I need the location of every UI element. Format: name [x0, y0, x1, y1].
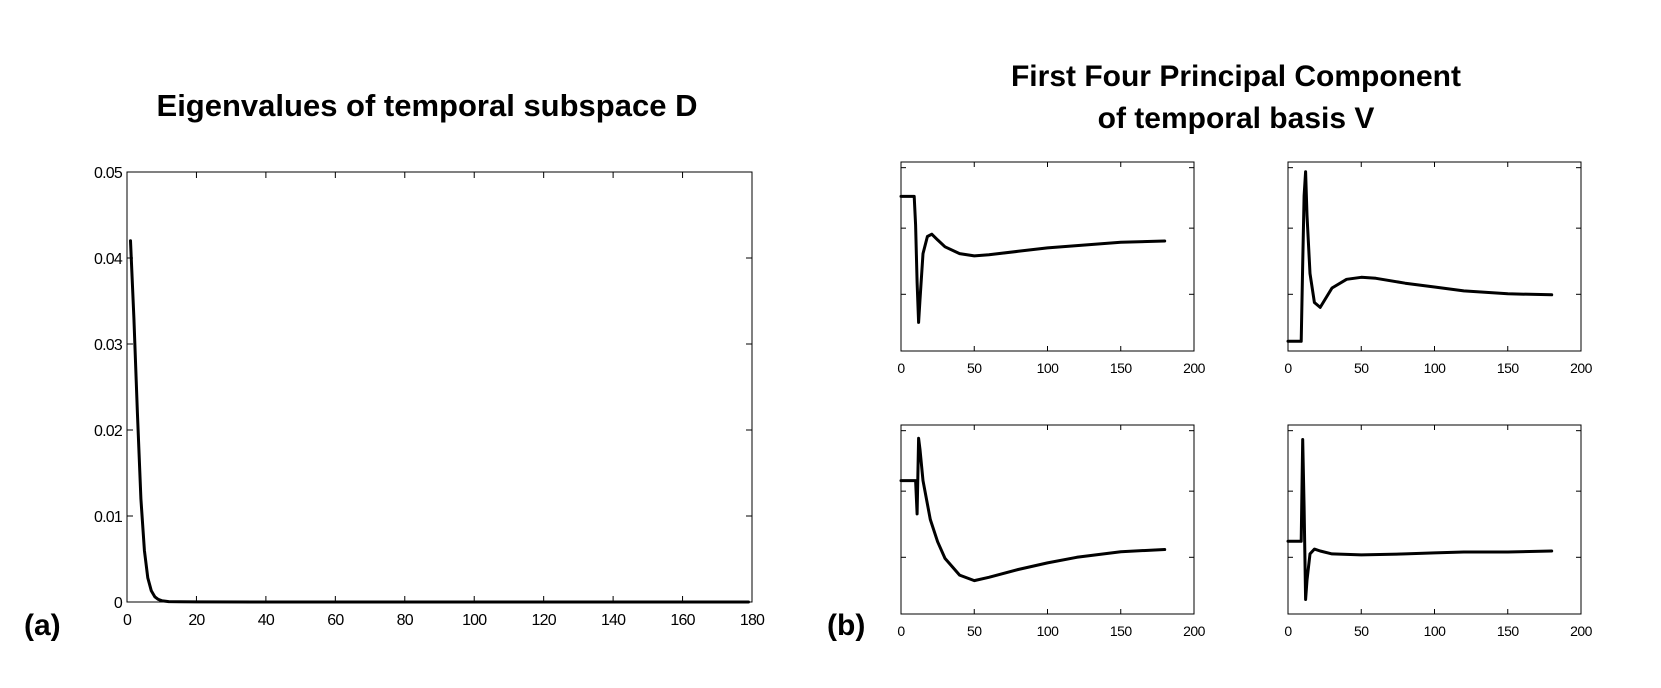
chart-b: First Four Principal Component of tempor… — [827, 60, 1593, 642]
y-tick-label: 0.02 — [94, 423, 123, 440]
x-tick-label: 40 — [258, 612, 275, 629]
x-tick-label: 200 — [1183, 623, 1206, 639]
series-line — [899, 436, 1167, 583]
series-line — [1286, 438, 1554, 601]
x-tick-label: 100 — [1424, 623, 1447, 639]
x-tick-label: 50 — [967, 360, 982, 376]
x-tick-label: 120 — [532, 612, 557, 629]
x-tick-label: 150 — [1110, 623, 1133, 639]
subplot-axes — [900, 424, 1195, 615]
x-tick-label: 100 — [1037, 360, 1060, 376]
x-tick-label: 200 — [1570, 360, 1593, 376]
subplot-2: 0 50 100 150 200 — [1284, 161, 1593, 376]
chart-b-title-line-1: First Four Principal Component — [1011, 60, 1461, 93]
chart-a-series — [129, 239, 750, 604]
series-line — [899, 194, 1167, 324]
series-line — [1286, 170, 1554, 343]
chart-b-title-line-2: of temporal basis V — [1098, 102, 1375, 135]
x-tick-label: 0 — [123, 612, 132, 629]
x-tick-label: 150 — [1110, 360, 1133, 376]
x-tick-label: 60 — [327, 612, 344, 629]
x-tick-label: 150 — [1497, 360, 1520, 376]
y-tick-label: 0 — [114, 595, 123, 612]
subplot-axes — [900, 161, 1195, 352]
x-tick-label: 100 — [1424, 360, 1447, 376]
panel-b-label: (b) — [827, 609, 865, 642]
x-tick-label: 80 — [397, 612, 414, 629]
chart-a-title: Eigenvalues of temporal subspace D — [157, 88, 698, 123]
subplot-3: 0 50 100 150 200 — [897, 424, 1206, 639]
x-tick-label: 0 — [1284, 623, 1292, 639]
x-tick-label: 50 — [1354, 623, 1369, 639]
y-tick-label: 0.04 — [94, 251, 123, 268]
chart-a: Eigenvalues of temporal subspace D 0 20 40… — [24, 88, 766, 642]
chart-a-axes — [126, 171, 753, 603]
x-tick-label: 160 — [670, 612, 695, 629]
subplot-axes — [1287, 424, 1582, 615]
x-tick-label: 180 — [740, 612, 765, 629]
subplot-axes — [1287, 161, 1582, 352]
chart-a-ticks: 0 20 40 60 80 100 120 140 160 180 0 0.01 0.02 0.03 0.0… — [94, 165, 766, 629]
x-tick-label: 200 — [1570, 623, 1593, 639]
x-tick-label: 20 — [188, 612, 205, 629]
y-tick-label: 0.01 — [94, 509, 123, 526]
chart-b-subplots: 0 50 100 150 200 0 50 100 150 200 0 50 100 150 200 0 50 1… — [897, 161, 1593, 639]
x-tick-label: 0 — [897, 360, 905, 376]
panel-a-label: (a) — [24, 609, 61, 642]
x-tick-label: 100 — [462, 612, 487, 629]
x-tick-label: 0 — [1284, 360, 1292, 376]
series-line — [129, 239, 750, 604]
x-tick-label: 50 — [967, 623, 982, 639]
subplot-1: 0 50 100 150 200 — [897, 161, 1206, 376]
y-tick-label: 0.03 — [94, 337, 123, 354]
x-tick-label: 200 — [1183, 360, 1206, 376]
x-tick-label: 150 — [1497, 623, 1520, 639]
y-tick-label: 0.05 — [94, 165, 123, 182]
x-tick-label: 100 — [1037, 623, 1060, 639]
x-tick-label: 140 — [601, 612, 626, 629]
x-tick-label: 50 — [1354, 360, 1369, 376]
x-tick-label: 0 — [897, 623, 905, 639]
subplot-4: 0 50 100 150 200 — [1284, 424, 1593, 639]
